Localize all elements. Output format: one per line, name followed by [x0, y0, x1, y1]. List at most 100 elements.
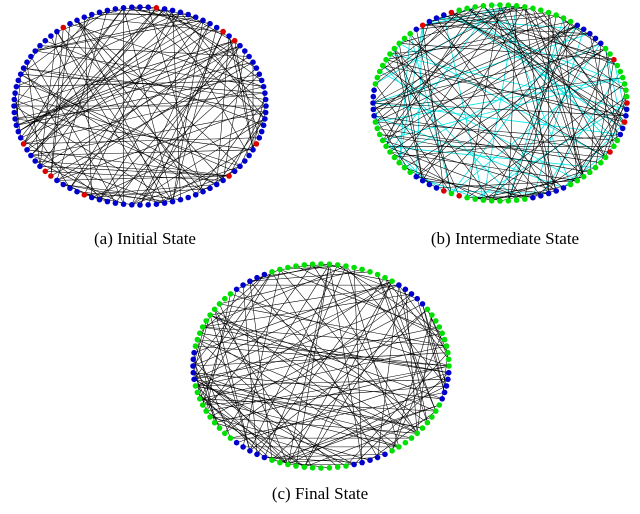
node-green: [497, 2, 503, 8]
node-green: [488, 198, 495, 204]
node-blue: [207, 185, 213, 192]
node-green: [429, 414, 435, 420]
node-blue: [260, 83, 267, 90]
graph-edge: [416, 298, 445, 393]
node-green: [602, 45, 609, 52]
node-blue: [24, 59, 30, 65]
node-green: [285, 461, 291, 468]
node-blue: [247, 448, 253, 454]
node-red: [419, 22, 426, 29]
graph-edge: [600, 90, 627, 163]
graph-edge: [156, 171, 235, 205]
node-blue: [545, 190, 552, 197]
node-blue: [32, 158, 38, 164]
graph-edge: [50, 35, 124, 205]
node-green: [199, 324, 206, 330]
node-blue: [28, 152, 34, 159]
graph-edge: [605, 48, 618, 141]
graph-edge: [172, 27, 217, 202]
node-green: [488, 2, 495, 9]
node-blue: [177, 9, 184, 16]
graph-edge: [210, 416, 371, 461]
graph-edge: [287, 281, 393, 465]
node-green: [383, 143, 389, 150]
graph-edge: [230, 392, 445, 439]
node-blue: [359, 459, 365, 466]
graph-edge: [436, 180, 578, 189]
graph-edge: [337, 264, 443, 334]
node-green: [192, 343, 199, 349]
node-green: [522, 196, 528, 202]
graph-edge: [422, 25, 445, 191]
graph-edge: [219, 303, 447, 347]
node-green: [560, 15, 567, 21]
graph-edge: [84, 17, 93, 198]
graph-edge: [193, 284, 400, 380]
node-green: [602, 154, 609, 161]
node-blue: [96, 9, 103, 16]
node-green: [443, 343, 450, 349]
node-blue: [191, 349, 197, 356]
graph-edge: [353, 267, 363, 463]
graph-edge: [115, 40, 235, 204]
graph-edge: [23, 67, 266, 113]
graph-edge: [375, 83, 452, 194]
node-blue: [587, 30, 593, 37]
graph-edge: [375, 121, 618, 141]
node-red: [81, 192, 88, 198]
graph-edge: [26, 27, 217, 151]
node-green: [614, 137, 621, 144]
node-red: [42, 168, 49, 175]
graph-edge: [20, 73, 217, 185]
node-blue: [441, 389, 448, 396]
graph-edge: [422, 8, 533, 26]
graph-edge: [422, 6, 526, 181]
graph-edge: [195, 99, 266, 195]
graph-panel-initial: [6, 2, 274, 210]
graph-edge: [398, 43, 423, 181]
graph-edge: [312, 264, 418, 434]
node-blue: [261, 271, 268, 278]
node-blue: [433, 15, 440, 21]
graph-edge: [214, 309, 251, 451]
graph-edge: [577, 102, 628, 181]
graph-edge: [234, 40, 254, 150]
node-green: [617, 68, 624, 75]
node-blue: [240, 444, 246, 450]
node-green: [408, 435, 415, 441]
node-blue: [560, 185, 567, 191]
node-blue: [226, 33, 232, 39]
node-blue: [54, 28, 60, 35]
graph-edge: [194, 379, 423, 429]
graph-edge: [304, 281, 393, 468]
graph-edge: [123, 7, 173, 202]
graph-edge: [69, 20, 204, 189]
node-blue: [137, 4, 143, 10]
graph-edge: [35, 20, 204, 52]
graph-edge: [23, 86, 264, 145]
graph-edge: [195, 385, 412, 439]
node-green: [433, 408, 439, 414]
caption-intermediate-state: (b) Intermediate State: [430, 229, 580, 248]
node-blue: [419, 301, 426, 307]
node-red: [20, 141, 27, 147]
graph-edge: [548, 53, 611, 194]
node-green: [574, 177, 581, 184]
node-blue: [617, 131, 624, 138]
node-blue: [32, 48, 38, 54]
graph-edge: [386, 146, 525, 200]
node-green: [382, 274, 388, 281]
graph-edge: [345, 352, 449, 467]
node-blue: [408, 291, 415, 297]
graph-edge: [39, 31, 58, 167]
node-green: [505, 2, 512, 9]
node-blue: [574, 22, 581, 29]
highlighted-edge: [389, 4, 493, 153]
highlighted-edge: [375, 77, 623, 123]
node-blue: [145, 4, 151, 10]
graph-edge: [202, 293, 412, 328]
graph-edge: [23, 137, 260, 145]
graph-edge: [483, 96, 627, 201]
node-blue: [67, 20, 73, 27]
graph-edge: [491, 25, 578, 201]
